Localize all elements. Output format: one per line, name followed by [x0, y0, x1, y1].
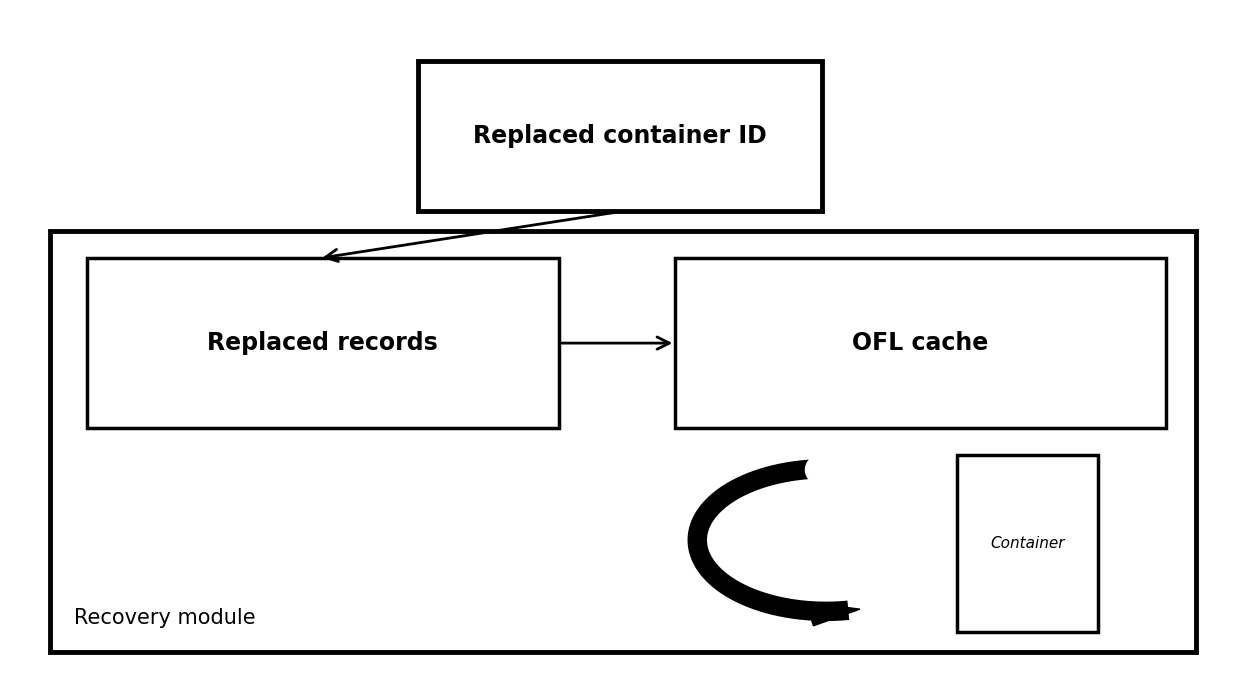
Text: Replaced records: Replaced records — [207, 331, 438, 355]
Text: Recovery module: Recovery module — [74, 608, 255, 628]
Bar — [418, 61, 822, 211]
Text: Container: Container — [991, 536, 1065, 551]
Bar — [87, 258, 559, 428]
Polygon shape — [806, 602, 859, 626]
Circle shape — [806, 446, 892, 493]
Bar — [957, 455, 1099, 632]
Text: OFL cache: OFL cache — [852, 331, 988, 355]
Bar — [675, 258, 1166, 428]
Bar — [50, 231, 1197, 652]
Text: Replaced container ID: Replaced container ID — [474, 124, 766, 148]
